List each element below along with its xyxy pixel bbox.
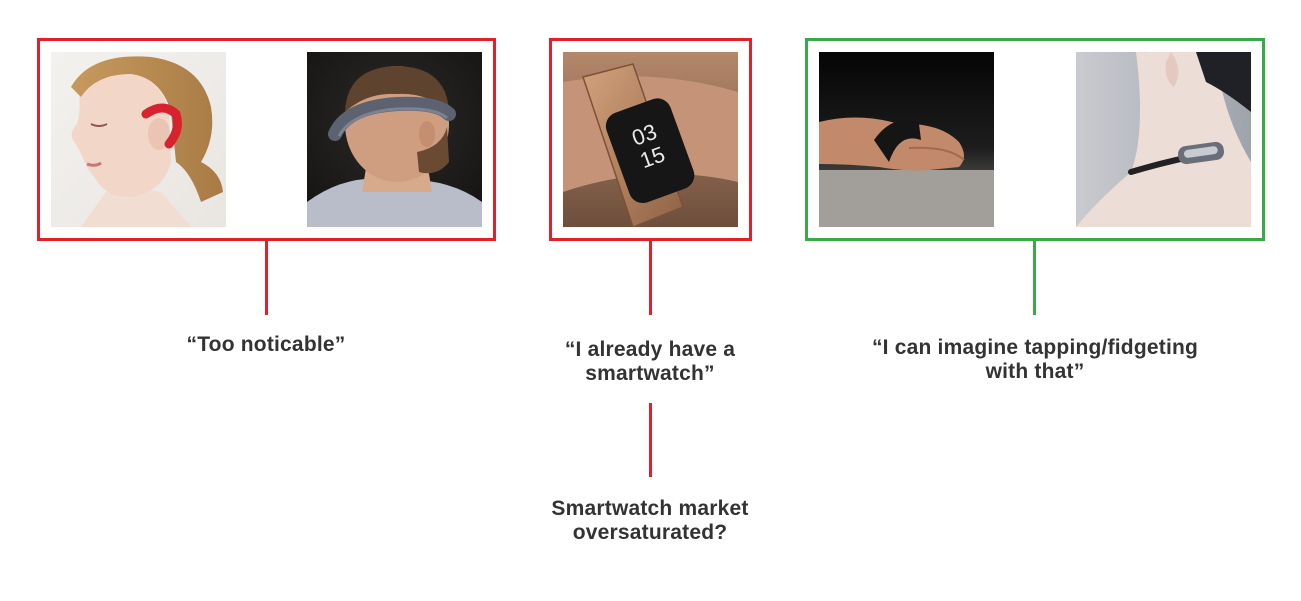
group-frame-smartwatch bbox=[549, 38, 752, 241]
fitness-band-image: 03 15 bbox=[563, 52, 738, 227]
connector-line bbox=[1033, 241, 1036, 315]
neck-collar-image bbox=[1076, 52, 1251, 227]
woman-earpiece-photo bbox=[51, 52, 226, 227]
finger-ring-image bbox=[819, 52, 994, 227]
quote-tapping-fidgeting: “I can imagine tapping/fidgeting with th… bbox=[860, 336, 1210, 384]
connector-line bbox=[649, 403, 652, 477]
followup-line: Smartwatch market bbox=[551, 497, 749, 520]
followup-market-oversaturated: Smartwatch market oversaturated? bbox=[500, 497, 800, 545]
quote-line: with that” bbox=[985, 360, 1085, 383]
quote-line: smartwatch” bbox=[585, 362, 715, 385]
finger-ring-photo bbox=[819, 52, 994, 227]
group-frame-too-noticable bbox=[37, 38, 496, 241]
connector-line bbox=[649, 241, 652, 315]
quote-already-have-smartwatch: “I already have a smartwatch” bbox=[500, 338, 800, 386]
group-frame-tapping-fidgeting bbox=[805, 38, 1265, 241]
man-headband-image bbox=[307, 52, 482, 227]
quote-too-noticable: “Too noticable” bbox=[116, 333, 416, 357]
quote-line: “I can imagine tapping/fidgeting bbox=[871, 336, 1199, 359]
connector-line bbox=[265, 241, 268, 315]
quote-line: “I already have a bbox=[564, 338, 736, 361]
woman-earpiece-image bbox=[51, 52, 226, 227]
followup-line: oversaturated? bbox=[572, 521, 728, 544]
fitness-band-photo: 03 15 bbox=[563, 52, 738, 227]
neck-collar-photo bbox=[1076, 52, 1251, 227]
quote-text: “Too noticable” bbox=[186, 333, 346, 356]
man-headband-photo bbox=[307, 52, 482, 227]
